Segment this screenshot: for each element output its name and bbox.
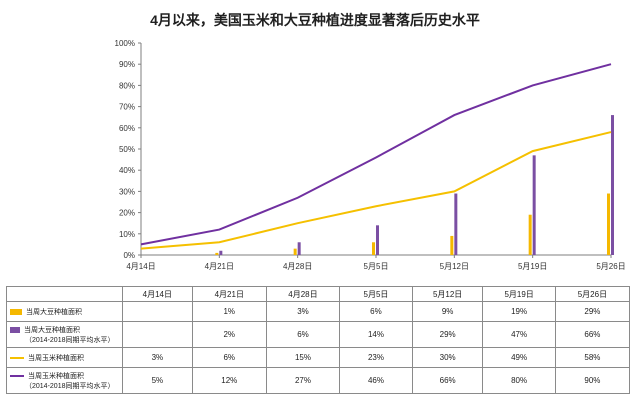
y-tick-label: 0%	[123, 251, 135, 260]
legend-sublabel: （2014-2018同期平均水平）	[25, 382, 115, 390]
legend-entry-corn-line: 当周玉米种植面积	[6, 347, 123, 368]
table-cell: 29%	[411, 321, 484, 348]
bar-mark	[532, 155, 536, 255]
table-header-cell: 5月19日	[482, 286, 556, 302]
table-cell: 3%	[121, 347, 193, 368]
legend-swatch-purple-line	[10, 374, 24, 377]
table-cell: 66%	[411, 367, 484, 394]
bar-mark	[297, 242, 301, 255]
table-cell: 80%	[482, 367, 556, 394]
y-tick-label: 20%	[119, 209, 135, 218]
table-cell: 58%	[554, 347, 630, 368]
legend-entry-soy-bar: 当周大豆种植面积	[6, 301, 123, 322]
table-row: 当周大豆种植面积 （2014-2018同期平均水平） 2% 6% 14% 29%…	[6, 321, 630, 348]
table-header-cell: 5月5日	[339, 286, 413, 302]
legend-swatch-gold-bar	[10, 308, 22, 315]
y-tick-label: 80%	[119, 81, 135, 90]
legend-swatch-gold-line	[10, 356, 24, 359]
table-cell: 15%	[265, 347, 341, 368]
legend-sublabel: （2014-2018同期平均水平）	[25, 336, 115, 344]
table-cell: 1%	[191, 301, 267, 322]
table-cell: 5%	[121, 367, 193, 394]
table-cell: 90%	[554, 367, 630, 394]
table-cell: 29%	[554, 301, 630, 322]
table-header-cell: 4月28日	[265, 286, 341, 302]
x-tick-label: 4月28日	[283, 262, 312, 271]
table-cell: 30%	[411, 347, 484, 368]
x-tick-label: 4月14日	[126, 262, 155, 271]
table-cell	[121, 321, 193, 348]
table-cell: 6%	[191, 347, 267, 368]
table-cell: 66%	[554, 321, 630, 348]
y-tick-label: 60%	[119, 124, 135, 133]
legend-entry-soy-avg-bar: 当周大豆种植面积 （2014-2018同期平均水平）	[6, 321, 123, 348]
y-tick-label: 50%	[119, 145, 135, 154]
table-row: 当周玉米种植面积 3% 6% 15% 23% 30% 49% 58%	[6, 347, 630, 368]
table-cell: 14%	[339, 321, 413, 348]
y-tick-label: 90%	[119, 60, 135, 69]
x-tick-label: 4月21日	[205, 262, 234, 271]
table-header-cell: 5月26日	[554, 286, 630, 302]
bar-mark	[376, 225, 379, 255]
table-cell: 27%	[265, 367, 341, 394]
bar-mark	[219, 250, 223, 255]
bar-mark	[372, 242, 375, 255]
table-cell: 19%	[482, 301, 556, 322]
y-tick-label: 30%	[119, 187, 135, 196]
series-line	[140, 63, 612, 246]
series-line	[140, 131, 612, 250]
table-cell	[121, 301, 193, 322]
table-cell: 47%	[482, 321, 556, 348]
legend-entry-corn-avg-line: 当周玉米种植面积 （2014-2018同期平均水平）	[6, 367, 123, 394]
bar-mark	[528, 214, 532, 255]
y-tick-label: 100%	[115, 39, 135, 48]
legend-swatch-purple-bar	[10, 326, 20, 333]
chart-plot: 0% 10% 20% 30% 40% 50% 60% 70% 80% 90% 100% 4月14日 4月…	[115, 39, 626, 271]
table-corner	[6, 286, 123, 302]
y-tick-label: 70%	[119, 103, 135, 112]
table-cell: 12%	[191, 367, 267, 394]
bar-mark	[215, 252, 219, 255]
bar-mark	[454, 193, 458, 255]
y-tick-label: 40%	[119, 166, 135, 175]
table-cell: 3%	[265, 301, 341, 322]
x-tick-label: 5月26日	[596, 262, 625, 271]
bar-mark	[293, 248, 297, 255]
table-cell: 23%	[339, 347, 413, 368]
table-header-cell: 5月12日	[411, 286, 484, 302]
y-tick-label: 10%	[119, 230, 135, 239]
bar-mark	[607, 193, 610, 255]
table-cell: 9%	[411, 301, 484, 322]
x-tick-label: 5月5日	[364, 262, 389, 271]
legend-label: 当周大豆种植面积	[24, 326, 80, 334]
table-cell: 46%	[339, 367, 413, 394]
table-row: 当周大豆种植面积 1% 3% 6% 9% 19% 29%	[6, 301, 630, 322]
table-cell: 49%	[482, 347, 556, 368]
x-tick-label: 5月19日	[518, 262, 547, 271]
table-header-row: 4月14日 4月21日 4月28日 5月5日 5月12日 5月19日 5月26日	[6, 286, 630, 302]
legend-label: 当周大豆种植面积	[26, 308, 82, 316]
legend-label: 当周玉米种植面积	[28, 354, 84, 362]
table-cell: 2%	[191, 321, 267, 348]
bar-mark	[450, 235, 454, 255]
table-row: 当周玉米种植面积 （2014-2018同期平均水平） 5% 12% 27% 46…	[6, 367, 630, 394]
data-table: 4月14日 4月21日 4月28日 5月5日 5月12日 5月19日 5月26日…	[6, 286, 630, 394]
chart-title: 4月以来，美国玉米和大豆种植进度显著落后历史水平	[150, 12, 480, 28]
table-cell: 6%	[265, 321, 341, 348]
table-header-cell: 4月14日	[121, 286, 193, 302]
table-cell: 6%	[339, 301, 413, 322]
legend-label: 当周玉米种植面积	[28, 372, 84, 380]
bar-mark	[611, 115, 614, 255]
x-tick-label: 5月12日	[440, 262, 469, 271]
table-header-cell: 4月21日	[191, 286, 267, 302]
